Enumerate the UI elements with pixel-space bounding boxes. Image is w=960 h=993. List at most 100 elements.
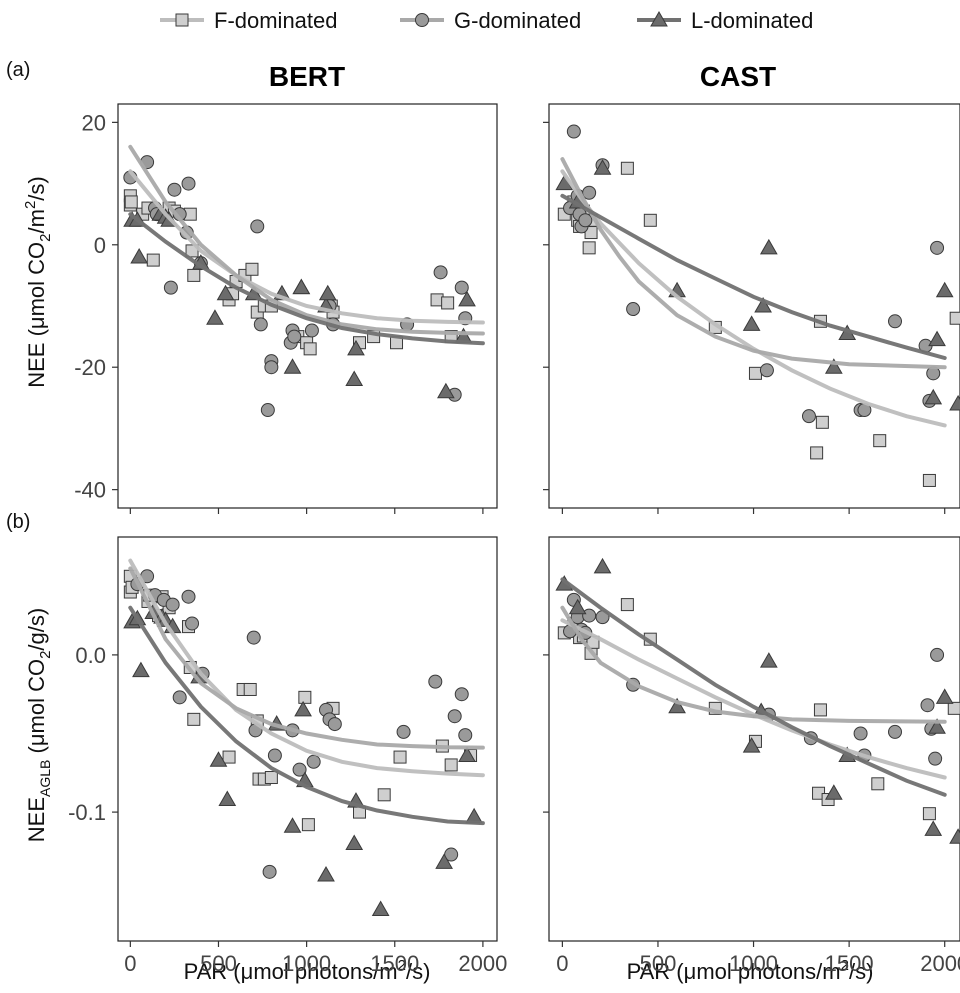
point-f-dominated — [303, 342, 317, 356]
y-axis-title-b-part: /g/s) — [24, 608, 49, 651]
point-l-dominated — [935, 281, 954, 298]
point-f-dominated — [187, 712, 201, 726]
x-tick-label: 0 — [124, 951, 136, 976]
point-f-dominated — [871, 777, 885, 791]
point-l-dominated — [593, 159, 612, 175]
series-points-f-dominated — [557, 161, 960, 487]
point-f-dominated — [187, 268, 201, 282]
point-g-dominated — [930, 647, 945, 662]
point-f-dominated — [245, 262, 259, 276]
point-l-dominated — [209, 751, 228, 767]
fit-curve-g-dominated — [560, 157, 947, 370]
point-l-dominated — [458, 290, 476, 307]
point-l-dominated — [935, 688, 954, 704]
panel-frame — [548, 103, 960, 509]
point-f-dominated — [582, 241, 596, 255]
point-f-dominated — [815, 415, 829, 429]
point-g-dominated — [185, 616, 200, 631]
point-l-dominated — [318, 284, 337, 301]
plot-area — [123, 144, 485, 418]
point-g-dominated — [759, 363, 774, 378]
panel-a-bert: 20 0 -20 -40 — [74, 103, 498, 514]
y-axis-title-b-part: NEE — [24, 797, 49, 842]
point-f-dominated — [643, 213, 657, 227]
x-tick-label: 0 — [556, 951, 568, 976]
x-axis-title-part: /s) — [406, 959, 430, 984]
x-tick-label: 2000 — [458, 951, 507, 976]
point-g-dominated — [181, 176, 196, 191]
series-points-l-dominated — [555, 159, 960, 411]
y-tick-label: 0.0 — [75, 643, 106, 668]
point-l-dominated — [218, 790, 237, 807]
y-axis-title-a-part: /s) — [24, 176, 49, 200]
point-f-dominated — [748, 366, 762, 380]
panel-b-bert: 0 500 1000 1500 2000 0.0 -0.1 — [68, 536, 507, 976]
y-axis-title-a-sub: 2 — [37, 233, 54, 241]
point-l-dominated — [130, 248, 149, 264]
y-axis-title-a-part: μmol CO — [24, 242, 49, 329]
y-tick-label: 0 — [94, 233, 106, 258]
column-title-bert: BERT — [269, 61, 345, 92]
point-l-dominated — [345, 834, 364, 851]
x-tick-label: 1000 — [282, 951, 331, 976]
point-l-dominated — [371, 900, 390, 917]
legend-label: F-dominated — [214, 8, 338, 33]
x-tick-label: 1500 — [825, 951, 874, 976]
point-f-dominated — [146, 253, 160, 267]
legend-label: L-dominated — [691, 8, 813, 33]
point-g-dominated — [454, 280, 469, 295]
y-axis-title-b-sub: 2 — [37, 651, 54, 659]
y-axis-title-a-part: NEE ( — [24, 328, 49, 387]
fit-curve-l-dominated — [128, 605, 485, 826]
fit-curve-l-dominated — [128, 212, 485, 346]
point-g-dominated — [566, 124, 581, 139]
point-f-dominated — [922, 807, 936, 821]
x-tick-label: 500 — [200, 951, 237, 976]
point-l-dominated — [347, 339, 365, 356]
point-l-dominated — [742, 315, 761, 331]
column-title-cast: CAST — [700, 61, 776, 92]
point-l-dominated — [668, 697, 686, 714]
point-l-dominated — [294, 700, 312, 717]
y-axis-title-a: NEE (μmol CO2/m2/s) — [22, 176, 54, 388]
point-l-dominated — [437, 382, 455, 399]
point-l-dominated — [283, 817, 302, 833]
point-f-dominated — [441, 296, 455, 310]
legend: F-dominated G-dominated L-dominated — [160, 8, 813, 33]
legend-marker-circle — [415, 13, 429, 27]
point-l-dominated — [949, 394, 960, 411]
y-axis-title-b-sub: AGLB — [37, 760, 53, 797]
series-points-g-dominated — [130, 569, 473, 879]
point-g-dominated — [428, 674, 443, 689]
y-tick-label: -20 — [74, 355, 106, 380]
point-l-dominated — [216, 284, 235, 301]
point-g-dominated — [260, 403, 275, 418]
panel-b-cast: 0 500 1000 1500 2000 — [543, 536, 960, 976]
point-g-dominated — [292, 762, 307, 777]
x-axis-title-part: /s) — [849, 959, 873, 984]
panel-frame — [117, 536, 498, 942]
point-l-dominated — [568, 598, 587, 615]
point-f-dominated — [298, 690, 312, 704]
point-f-dominated — [393, 750, 407, 764]
x-axis-title-part: μmol photons/m — [241, 959, 398, 984]
point-f-dominated — [222, 750, 236, 764]
point-g-dominated — [433, 265, 448, 280]
point-f-dominated — [185, 244, 199, 258]
point-g-dominated — [454, 687, 469, 702]
point-g-dominated — [165, 597, 180, 612]
point-l-dominated — [458, 746, 476, 763]
point-l-dominated — [206, 309, 224, 325]
fit-curve-l-dominated — [560, 193, 947, 360]
x-axis-title-part: μmol photons/m — [684, 959, 841, 984]
x-tick-label: 1500 — [370, 951, 419, 976]
point-l-dominated — [924, 820, 943, 836]
point-l-dominated — [435, 853, 453, 869]
point-l-dominated — [593, 557, 612, 574]
point-l-dominated — [345, 370, 364, 386]
point-f-dominated — [301, 818, 315, 832]
fit-curve-g-dominated — [128, 566, 485, 750]
point-g-dominated — [888, 724, 903, 739]
point-g-dominated — [264, 360, 279, 375]
